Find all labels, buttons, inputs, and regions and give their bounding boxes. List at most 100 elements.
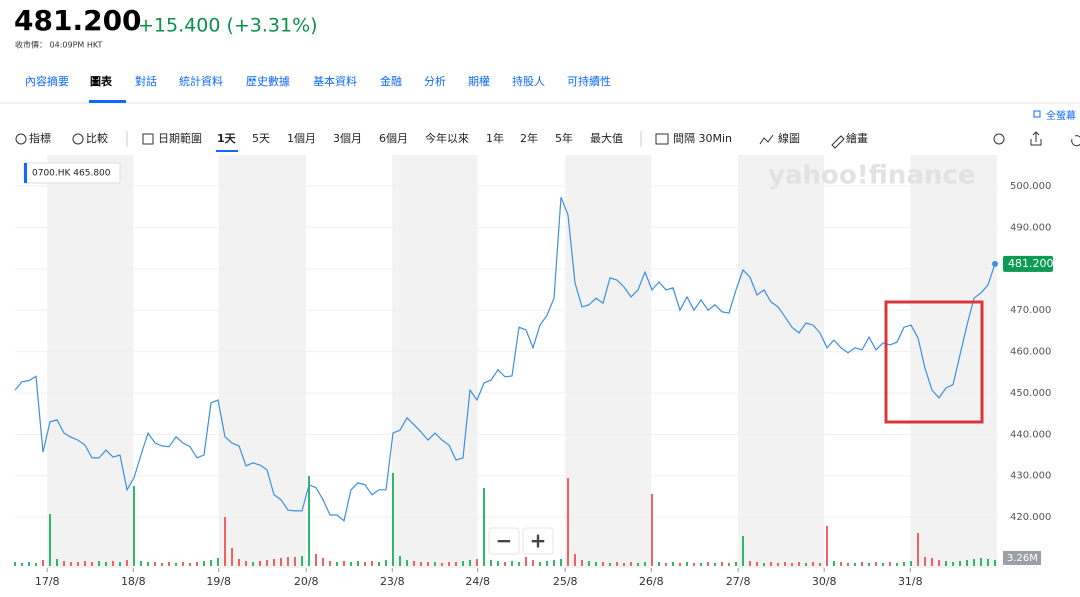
volume-bar: [777, 563, 779, 566]
tab[interactable]: 分析: [424, 74, 446, 88]
tab[interactable]: 對話: [135, 74, 157, 88]
volume-bar: [287, 557, 289, 566]
volume-tag: [1003, 551, 1041, 565]
volume-bar: [630, 562, 632, 566]
zoom-button[interactable]: [522, 527, 554, 555]
volume-bar: [42, 560, 44, 566]
y-tick-label: 490.000: [1010, 222, 1051, 233]
volume-bar: [105, 562, 107, 566]
x-tick-label: 18/8: [121, 575, 146, 588]
toolbar-item[interactable]: 5天: [252, 132, 270, 145]
tab[interactable]: 統計資料: [179, 74, 223, 88]
interval-icon: [655, 133, 669, 145]
toolbar-item[interactable]: 3個月: [333, 132, 362, 145]
legend: 0700.HK 465.800: [32, 169, 111, 179]
volume-bar: [602, 562, 604, 566]
volume-bar: [994, 560, 996, 566]
tab[interactable]: 圖表: [90, 74, 113, 88]
volume-bar: [133, 486, 135, 566]
price-line: [14, 196, 996, 522]
volume-bar: [56, 559, 58, 566]
y-tick-label: 420.000: [1010, 512, 1051, 523]
volume-bar: [791, 563, 793, 566]
volume-bar: [798, 562, 800, 566]
zoom-label[interactable]: +: [530, 529, 547, 553]
volume-bar: [280, 558, 282, 566]
volume-bar: [175, 563, 177, 566]
x-tick-label: 24/8: [465, 575, 490, 588]
volume-bar: [294, 557, 296, 566]
volume-bar: [700, 563, 702, 566]
y-tick-label: 450.000: [1010, 388, 1051, 399]
toolbar-item[interactable]: 6個月: [379, 132, 408, 145]
volume-bar: [910, 561, 912, 566]
price: 481.200: [14, 4, 142, 37]
volume-bar: [588, 561, 590, 566]
volume-bar: [546, 561, 548, 566]
volume-bar: [980, 558, 982, 566]
volume-bar: [483, 488, 485, 566]
volume-bar: [322, 558, 324, 566]
toolbar-item[interactable]: 日期範圍: [158, 131, 202, 145]
undo-icon[interactable]: [1071, 135, 1080, 147]
volume-bar: [637, 563, 639, 566]
volume-bar: [679, 563, 681, 566]
toolbar-item[interactable]: 線圖: [778, 131, 800, 145]
x-tick-label: 20/8: [294, 575, 319, 588]
volume-bar: [14, 562, 16, 566]
volume-bar: [392, 473, 394, 566]
indicator-icon: [15, 133, 27, 145]
volume-bar: [476, 559, 478, 566]
share-icon[interactable]: [1030, 131, 1042, 146]
volume-bar: [686, 562, 688, 566]
toolbar-item[interactable]: 今年以來: [425, 131, 469, 145]
volume-bar: [532, 560, 534, 566]
toolbar-item[interactable]: 1天: [217, 132, 237, 145]
volume-bar: [945, 561, 947, 566]
tab[interactable]: 可持續性: [567, 74, 611, 88]
volume-bar: [511, 561, 513, 566]
volume-bar: [385, 560, 387, 566]
highlight-box: [884, 300, 984, 424]
volume-bar: [966, 560, 968, 566]
toolbar-item[interactable]: 間隔 30Min: [673, 132, 732, 145]
tab[interactable]: 持股人: [512, 74, 545, 88]
tab[interactable]: 內容摘要: [25, 74, 69, 88]
toolbar-item[interactable]: 1年: [486, 131, 504, 145]
tab[interactable]: 基本資料: [313, 74, 357, 88]
zoom-button[interactable]: [488, 527, 520, 555]
settings-icon[interactable]: [993, 133, 1005, 145]
toolbar-item[interactable]: 5年: [555, 131, 573, 145]
tab[interactable]: 期權: [468, 75, 490, 88]
fullscreen[interactable]: 全螢幕: [1046, 109, 1076, 122]
y-tick-label: 500.000: [1010, 181, 1051, 192]
toolbar-item[interactable]: 繪畫: [846, 131, 868, 145]
price-change: +15.400 (+3.31%): [138, 15, 318, 37]
line-icon: [759, 134, 774, 145]
volume-bar: [749, 561, 751, 566]
fullscreen-icon[interactable]: [1033, 110, 1041, 118]
last-point: [992, 260, 998, 267]
x-tick-label: 25/8: [553, 575, 578, 588]
toolbar-item[interactable]: 指標: [29, 131, 51, 145]
volume-bar: [952, 562, 954, 566]
day-shade: [565, 155, 652, 568]
tab[interactable]: 金融: [380, 74, 402, 88]
volume-bar: [420, 562, 422, 566]
volume-bar: [462, 561, 464, 566]
volume-bar: [854, 563, 856, 566]
volume-bar: [896, 563, 898, 566]
day-shade: [738, 155, 825, 568]
toolbar-item[interactable]: 1個月: [287, 132, 316, 145]
tab[interactable]: 歷史數據: [246, 74, 290, 88]
volume-bar: [763, 563, 765, 566]
volume-bar: [35, 563, 37, 566]
toolbar-item[interactable]: 最大值: [590, 131, 623, 145]
zoom-label[interactable]: −: [496, 529, 513, 553]
toolbar-item[interactable]: 比較: [86, 131, 108, 145]
volume-bar: [70, 562, 72, 566]
volume-bar: [560, 559, 562, 566]
volume-bar: [539, 562, 541, 566]
draw-icon: [831, 135, 845, 149]
toolbar-item[interactable]: 2年: [520, 131, 538, 145]
